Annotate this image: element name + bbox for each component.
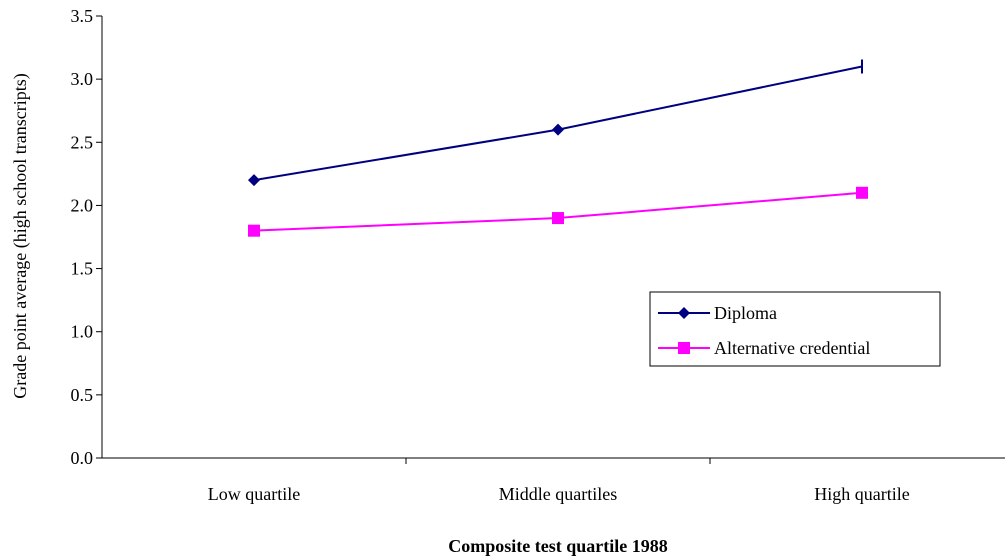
data-point: [248, 174, 260, 187]
legend: Diploma Alternative credential: [649, 291, 941, 367]
y-tick-label: 1.5: [71, 259, 94, 279]
legend-marker: [678, 307, 690, 319]
y-tick-label: 0.0: [71, 448, 94, 468]
legend-marker: [678, 342, 690, 354]
data-point: [248, 224, 260, 237]
y-tick-label: 2.5: [71, 132, 94, 152]
series-alternative-credential: [248, 186, 868, 237]
y-tick-label: 3.5: [71, 6, 94, 26]
x-tick-label: Middle quartiles: [499, 484, 617, 504]
legend-item: Diploma: [658, 303, 777, 323]
data-point: [856, 186, 868, 199]
x-tick-label: Low quartile: [208, 484, 300, 504]
axes: [101, 16, 1005, 459]
y-axis-ticks: 0.0 0.5 1.0 1.5 2.0 2.5 3.0 3.5: [71, 6, 102, 468]
x-axis-ticks: Low quartile Middle quartiles High quartil…: [208, 458, 910, 504]
y-axis-title: Grade point average (high school transcr…: [10, 73, 31, 398]
data-point: [552, 123, 564, 136]
legend-label: Alternative credential: [714, 338, 870, 358]
legend-item: Alternative credential: [658, 338, 870, 358]
y-tick-label: 0.5: [71, 385, 94, 405]
series-group: [248, 59, 868, 237]
y-tick-label: 1.0: [71, 322, 94, 342]
series-diploma: [248, 59, 863, 187]
y-tick-label: 3.0: [71, 69, 94, 89]
legend-box: [649, 291, 941, 367]
x-axis-title: Composite test quartile 1988: [448, 536, 667, 556]
y-tick-label: 2.0: [71, 195, 94, 215]
series-line: [253, 65, 863, 182]
data-point: [552, 212, 564, 225]
legend-label: Diploma: [714, 303, 777, 323]
x-tick-label: High quartile: [814, 484, 909, 504]
series-line: [253, 191, 863, 232]
